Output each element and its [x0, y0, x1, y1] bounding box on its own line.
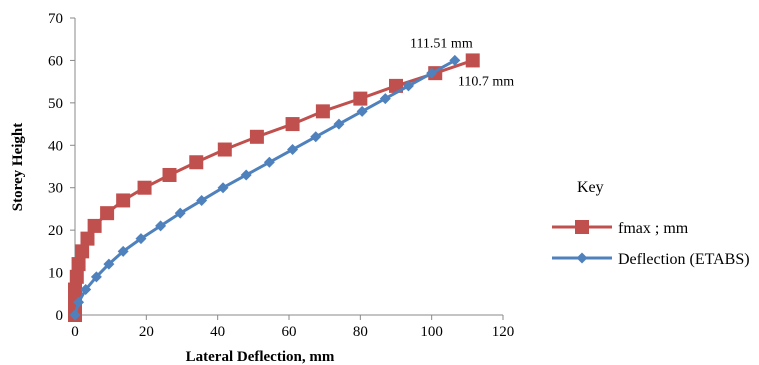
x-tick-label: 60 — [282, 324, 297, 340]
data-point — [356, 105, 368, 117]
y-tick-label: 40 — [48, 138, 63, 154]
legend-item: fmax ; mm — [552, 220, 689, 237]
series-line — [73, 59, 474, 315]
data-point — [174, 207, 186, 219]
data-point — [87, 218, 102, 233]
data-point — [315, 104, 330, 119]
y-ticks: 0 10 20 30 40 50 60 70 — [48, 11, 75, 324]
series-fmax — [68, 53, 480, 322]
legend-title: Key — [577, 179, 604, 196]
y-axis-title: Storey Height — [10, 123, 26, 211]
series-line — [73, 59, 456, 316]
data-point — [402, 80, 414, 92]
data-point — [100, 206, 115, 221]
data-point — [196, 194, 208, 206]
data-point — [155, 220, 167, 232]
data-point — [69, 269, 84, 284]
data-point — [449, 54, 461, 66]
legend-marker — [576, 252, 588, 264]
annotation-label: 111.51 mm — [410, 36, 473, 51]
data-point — [73, 296, 85, 308]
axes — [74, 18, 503, 316]
y-tick-label: 30 — [48, 181, 63, 197]
x-tick-label: 0 — [71, 324, 79, 340]
data-point — [285, 117, 300, 132]
data-point — [71, 257, 86, 272]
data-point — [240, 169, 252, 181]
data-point — [69, 309, 81, 321]
annotation-label: 110.7 mm — [458, 74, 514, 89]
x-tick-label: 40 — [210, 324, 225, 340]
legend-item: Deflection (ETABS) — [552, 251, 750, 268]
data-point — [217, 142, 232, 157]
data-point — [103, 258, 115, 270]
x-ticks: 0 20 40 60 80 100 120 — [71, 315, 514, 340]
annotation-layer: 111.51 mm 110.7 mm — [410, 36, 514, 89]
x-tick-label: 20 — [139, 324, 154, 340]
y-tick-label: 70 — [48, 11, 63, 27]
data-point — [75, 244, 90, 259]
data-point — [263, 156, 275, 168]
data-point — [310, 131, 322, 143]
data-point — [80, 284, 92, 296]
y-tick-label: 50 — [48, 96, 63, 112]
series-layer — [68, 53, 480, 322]
data-point — [379, 93, 391, 105]
data-point — [189, 155, 204, 170]
x-tick-label: 120 — [492, 324, 515, 340]
data-point — [68, 282, 82, 297]
legend-items: fmax ; mm Deflection (ETABS) — [552, 220, 750, 268]
series-etabs — [69, 54, 461, 321]
data-point — [333, 118, 345, 130]
data-point — [353, 91, 368, 106]
data-point — [117, 245, 129, 257]
data-point — [80, 231, 95, 246]
y-tick-label: 60 — [48, 53, 63, 69]
data-point — [116, 193, 131, 208]
data-point — [137, 180, 152, 195]
legend: Key fmax ; mm Deflection (ETABS) — [552, 179, 750, 268]
data-point — [162, 167, 177, 182]
legend-label: fmax ; mm — [618, 220, 689, 237]
x-tick-label: 100 — [420, 324, 443, 340]
data-point — [217, 182, 229, 194]
data-point — [90, 271, 102, 283]
legend-marker — [575, 220, 589, 234]
data-point — [465, 53, 480, 68]
data-point — [426, 67, 438, 79]
x-axis-title: Lateral Deflection, mm — [186, 349, 335, 365]
x-tick-label: 80 — [353, 324, 368, 340]
data-point — [249, 129, 264, 144]
data-point — [135, 233, 147, 245]
y-tick-label: 20 — [48, 223, 63, 239]
y-tick-label: 0 — [56, 308, 64, 324]
legend-label: Deflection (ETABS) — [618, 251, 750, 268]
y-tick-label: 10 — [48, 266, 63, 282]
data-point — [287, 144, 299, 156]
